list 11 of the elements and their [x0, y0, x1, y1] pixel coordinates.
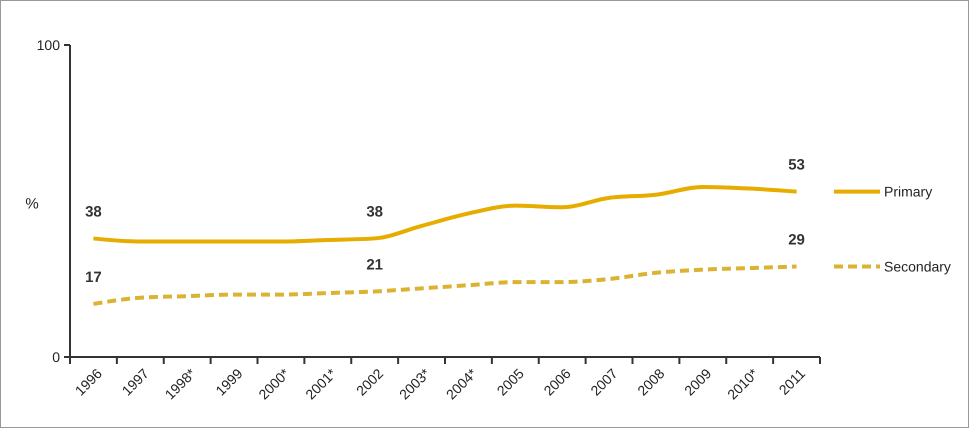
data-label: 17: [85, 268, 102, 286]
data-label: 53: [788, 156, 805, 174]
data-label: 38: [366, 203, 384, 220]
data-label: 29: [788, 232, 805, 249]
y-tick-label: 0: [52, 348, 60, 365]
y-axis-title: %: [25, 195, 39, 212]
data-label: 38: [85, 203, 102, 220]
y-tick-label: 100: [36, 36, 60, 53]
data-label: 21: [366, 256, 384, 274]
legend-label: Secondary: [884, 258, 951, 274]
legend-label: Primary: [884, 184, 932, 200]
